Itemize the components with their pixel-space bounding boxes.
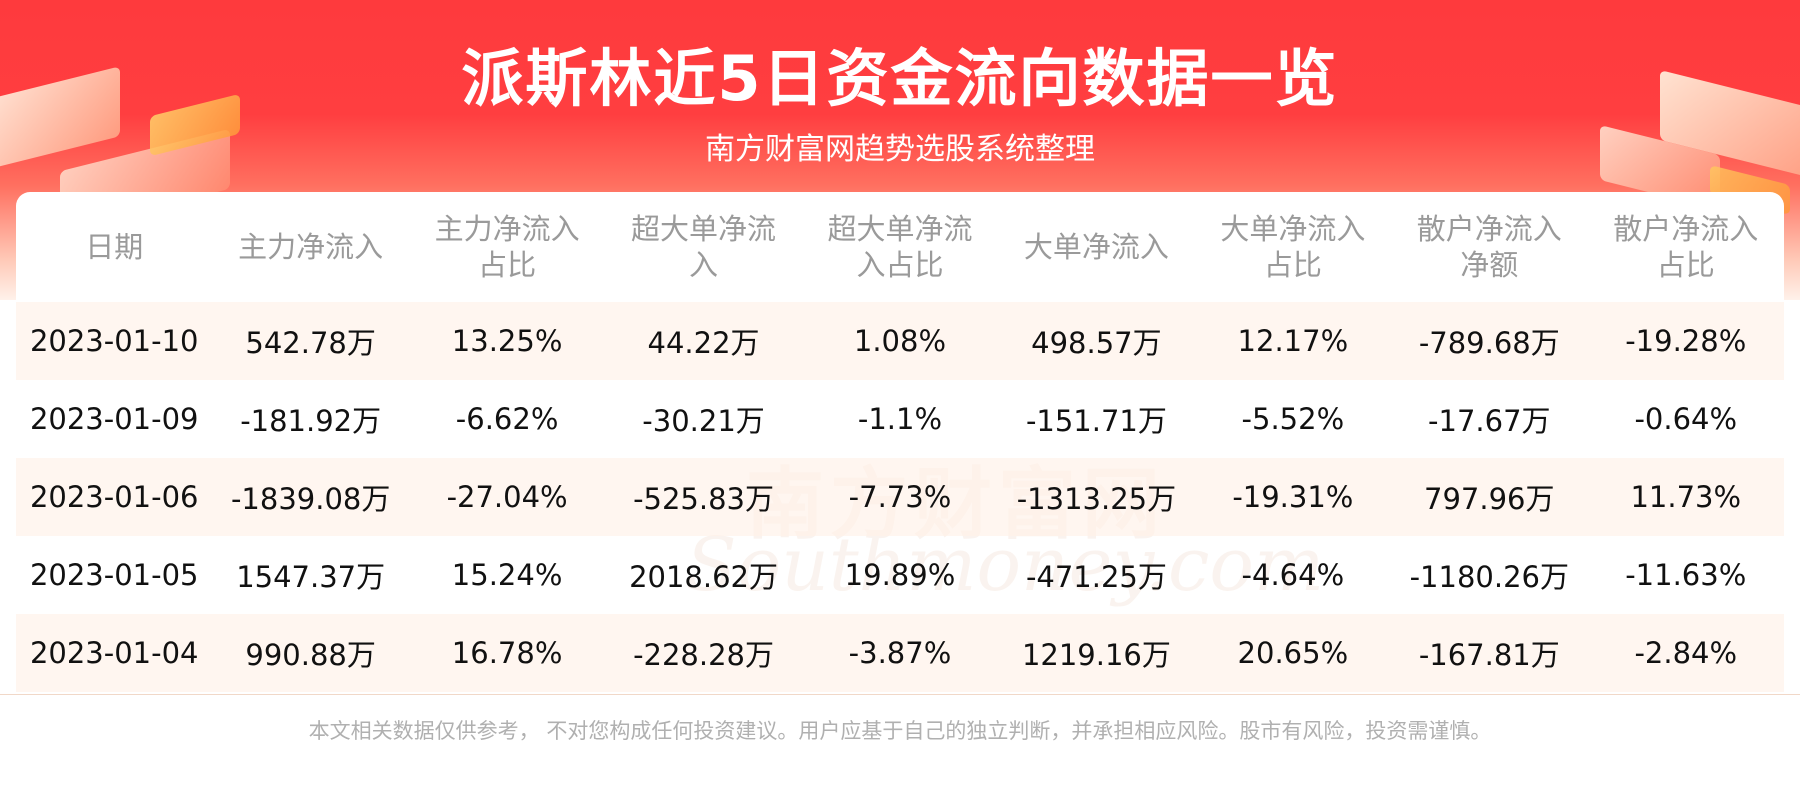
- value-cell: -0.64%: [1587, 380, 1784, 458]
- value-cell: -27.04%: [408, 458, 606, 536]
- column-header: 大单净流入: [998, 192, 1194, 302]
- value-cell: 15.24%: [408, 536, 606, 614]
- column-header: 超大单净流入: [605, 192, 801, 302]
- value-cell: -228.28万: [605, 614, 802, 692]
- value-cell: -1313.25万: [998, 458, 1195, 536]
- value-cell: 2018.62万: [605, 536, 802, 614]
- column-header: 散户净流入 净额: [1391, 192, 1587, 302]
- value-cell: 11.73%: [1587, 458, 1784, 536]
- table-row: 2023-01-04 990.88万 16.78% -228.28万 -3.87% 121…: [16, 614, 1784, 692]
- value-cell: -3.87%: [801, 614, 999, 692]
- value-cell: 1547.37万: [212, 536, 409, 614]
- column-header-line: 占比: [1656, 248, 1715, 282]
- value-cell: 12.17%: [1194, 302, 1392, 380]
- column-header-line: 散户净流入: [1613, 212, 1759, 246]
- date-cell: 2023-01-06: [16, 458, 213, 536]
- value-cell: 990.88万: [212, 614, 409, 692]
- column-header-line: 入: [689, 248, 719, 282]
- table-body: 2023-01-10 542.78万 13.25% 44.22万 1.08% 498.57…: [16, 302, 1784, 692]
- value-cell: 20.65%: [1194, 614, 1392, 692]
- value-cell: -19.31%: [1194, 458, 1392, 536]
- table-row: 2023-01-06 -1839.08万 -27.04% -525.83万 -7.73%…: [16, 458, 1784, 536]
- value-cell: 19.89%: [801, 536, 999, 614]
- value-cell: -471.25万: [998, 536, 1195, 614]
- value-cell: 498.57万: [998, 302, 1195, 380]
- column-header: 主力净流入: [212, 192, 408, 302]
- column-header-line: 散户净流入: [1416, 212, 1562, 246]
- column-header: 主力净流入 占比: [409, 192, 605, 302]
- value-cell: -6.62%: [408, 380, 606, 458]
- value-cell: -151.71万: [998, 380, 1195, 458]
- table-row: 2023-01-05 1547.37万 15.24% 2018.62万 19.89% -4…: [16, 536, 1784, 614]
- page-title: 派斯林近5日资金流向数据一览: [461, 42, 1339, 115]
- value-cell: -5.52%: [1194, 380, 1392, 458]
- page-subtitle: 南方财富网趋势选股系统整理: [705, 132, 1095, 167]
- value-cell: 44.22万: [605, 302, 802, 380]
- value-cell: -19.28%: [1587, 302, 1784, 380]
- column-header-line: 大单净流入: [1023, 230, 1169, 264]
- column-header-line: 大单净流入: [1220, 212, 1366, 246]
- column-header-line: 主力净流入: [434, 212, 580, 246]
- value-cell: 16.78%: [408, 614, 606, 692]
- value-cell: -7.73%: [801, 458, 999, 536]
- data-table-card: 南方财富网 Southmoney.com 日期主力净流入主力净流入占比超大单净流…: [16, 192, 1784, 694]
- value-cell: -2.84%: [1587, 614, 1784, 692]
- column-header-line: 超大单净流: [827, 212, 973, 246]
- value-cell: 797.96万: [1391, 458, 1588, 536]
- column-header: 散户净流入 占比: [1588, 192, 1785, 302]
- table-row: 2023-01-10 542.78万 13.25% 44.22万 1.08% 498.57…: [16, 302, 1784, 380]
- table-header-row: 日期 主力净流入 主力净流入 占比 超大单净流入超大单净流 入占比 大单净流入 大单净流入 占比…: [16, 192, 1784, 302]
- value-cell: 1219.16万: [998, 614, 1195, 692]
- date-cell: 2023-01-04: [16, 614, 213, 692]
- value-cell: -789.68万: [1391, 302, 1588, 380]
- column-header-line: 占比: [1263, 248, 1322, 282]
- column-header-line: 入占比: [856, 248, 944, 282]
- fund-flow-table: 日期 主力净流入 主力净流入 占比 超大单净流入超大单净流 入占比 大单净流入 大单净流入 占比…: [16, 192, 1784, 692]
- value-cell: -4.64%: [1194, 536, 1392, 614]
- column-header-line: 净额: [1460, 248, 1519, 282]
- date-cell: 2023-01-10: [16, 302, 213, 380]
- value-cell: -525.83万: [605, 458, 802, 536]
- value-cell: -181.92万: [212, 380, 409, 458]
- value-cell: 542.78万: [212, 302, 409, 380]
- column-header-line: 主力净流入: [238, 230, 384, 264]
- disclaimer-text: 本文相关数据仅供参考， 不对您构成任何投资建议。用户应基于自己的独立判断，并承担…: [308, 719, 1492, 743]
- column-header: 超大单净流 入占比: [802, 192, 998, 302]
- value-cell: -17.67万: [1391, 380, 1588, 458]
- column-header-line: 占比: [478, 248, 537, 282]
- value-cell: -1180.26万: [1391, 536, 1588, 614]
- column-header: 日期: [16, 192, 212, 302]
- value-cell: -167.81万: [1391, 614, 1588, 692]
- value-cell: 13.25%: [408, 302, 606, 380]
- date-cell: 2023-01-05: [16, 536, 213, 614]
- table-row: 2023-01-09 -181.92万 -6.62% -30.21万 -1.1% -151…: [16, 380, 1784, 458]
- column-header-line: 日期: [85, 230, 144, 264]
- date-cell: 2023-01-09: [16, 380, 213, 458]
- value-cell: -11.63%: [1587, 536, 1784, 614]
- footer: 本文相关数据仅供参考， 不对您构成任何投资建议。用户应基于自己的独立判断，并承担…: [0, 694, 1800, 801]
- value-cell: -30.21万: [605, 380, 802, 458]
- value-cell: -1839.08万: [212, 458, 409, 536]
- value-cell: -1.1%: [801, 380, 999, 458]
- value-cell: 1.08%: [801, 302, 999, 380]
- column-header-line: 超大单净流: [631, 212, 777, 246]
- column-header: 大单净流入 占比: [1195, 192, 1391, 302]
